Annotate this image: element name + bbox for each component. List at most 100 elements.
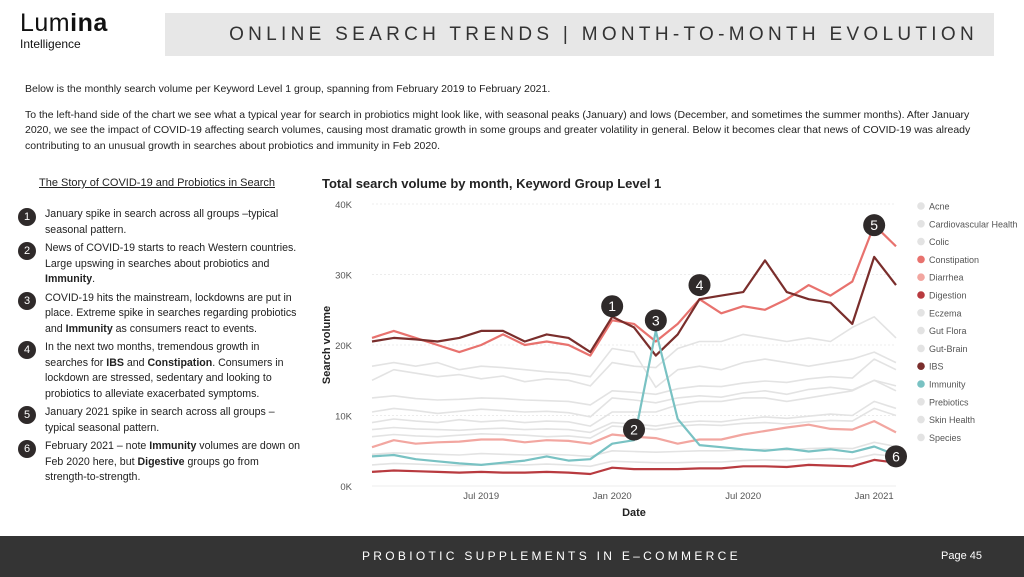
annotation-marker: 6 (885, 445, 907, 468)
legend-swatch (917, 362, 925, 370)
legend-item[interactable]: Constipation (917, 255, 979, 265)
annotation-marker-circle (623, 418, 645, 441)
annotation-marker-label: 5 (870, 217, 878, 233)
series-line-colic (371, 347, 897, 389)
story-item: 6 February 2021 – note Immunity volumes … (18, 439, 300, 486)
x-tick-label: Jul 2019 (463, 491, 499, 502)
annotation-marker-label: 6 (892, 448, 900, 464)
legend-item[interactable]: Species (917, 433, 962, 443)
story-text: February 2021 – note (45, 440, 150, 452)
legend-label: Digestion (929, 291, 967, 301)
legend-label: Gut Flora (929, 326, 967, 336)
y-tick-label: 20K (335, 341, 353, 352)
legend-item[interactable]: Gut-Brain (917, 344, 968, 354)
legend-swatch (917, 291, 925, 299)
annotation-marker-circle (644, 309, 667, 332)
story-number-badge: 1 (18, 208, 36, 226)
story-text: groups go from strength-to-strength. (45, 455, 259, 484)
legend-item[interactable]: Prebiotics (917, 397, 969, 407)
legend-swatch (917, 309, 925, 317)
series-line-eczema (371, 441, 897, 458)
story-text: and (123, 356, 148, 369)
story-item: 2 News of COVID-19 starts to reach Weste… (18, 241, 300, 288)
logo-text-part1: Lum (20, 9, 71, 37)
legend-swatch (917, 202, 925, 210)
chart-legend[interactable]: Acne Cardiovascular Health Colic Constipati… (917, 202, 1018, 443)
logo-wordmark: Lumina (20, 10, 108, 36)
legend-item[interactable]: Digestion (917, 291, 967, 301)
x-tick-label: Jan 2021 (855, 491, 894, 502)
legend-swatch (917, 380, 925, 388)
legend-swatch (917, 237, 925, 246)
story-text: News of COVID-19 starts to reach Western… (45, 242, 297, 270)
x-axis-ticks: Jul 2019 Jan 2020 Jul 2020 Jan 2021 (463, 491, 894, 502)
story-item: 1 January spike in search across all gro… (18, 207, 300, 238)
story-number-badge: 6 (18, 440, 36, 458)
story-bold-text: Digestive (137, 455, 185, 468)
story-text: as consumers react to events. (112, 322, 257, 335)
story-item: 4 In the next two months, tremendous gro… (18, 340, 300, 402)
annotation-marker: 4 (688, 274, 711, 297)
y-axis-label: Search volume (321, 306, 333, 384)
story-text: . Consumers in lockdown are stressed, se… (45, 356, 284, 400)
intro-paragraph-1: Below is the monthly search volume per K… (25, 83, 551, 95)
annotation-marker-circle (601, 295, 624, 318)
legend-item[interactable]: Skin Health (917, 415, 975, 425)
legend-label: Species (929, 433, 962, 443)
legend-swatch (917, 273, 925, 281)
y-axis-ticks: 0K 10K 20K 30K 40K (335, 200, 353, 493)
legend-item[interactable]: Gut Flora (917, 326, 967, 336)
legend-item[interactable]: IBS (917, 362, 944, 372)
series-line-cardiovascular-health (371, 379, 897, 427)
story-number-badge: 2 (18, 242, 36, 260)
page-title: ONLINE SEARCH TRENDS | MONTH-TO-MONTH EV… (229, 24, 978, 45)
annotation-marker-circle (863, 214, 886, 237)
legend-item[interactable]: Diarrhea (917, 273, 964, 283)
annotation-marker: 2 (623, 418, 645, 441)
story-number-badge: 3 (18, 291, 36, 310)
series-line-digestion (371, 458, 897, 476)
annotation-marker: 5 (863, 214, 886, 237)
header-bar: ONLINE SEARCH TRENDS | MONTH-TO-MONTH EV… (165, 13, 994, 56)
story-bold-text: Immunity (149, 440, 197, 452)
intro-text: Below is the monthly search volume per K… (25, 82, 990, 164)
legend-swatch (917, 344, 925, 353)
legend-label: Colic (929, 237, 950, 247)
intro-paragraph-2: To the left-hand side of the chart we se… (25, 108, 971, 152)
legend-item[interactable]: Immunity (917, 380, 966, 390)
annotation-marker-label: 1 (608, 298, 616, 314)
y-tick-label: 40K (335, 200, 353, 211)
legend-item[interactable]: Colic (917, 237, 950, 247)
chart-title: Total search volume by month, Keyword Gr… (322, 176, 662, 191)
series-line-constipation (371, 223, 897, 357)
legend-label: IBS (929, 362, 944, 372)
legend-label: Gut-Brain (929, 344, 968, 354)
y-tick-label: 0K (340, 482, 352, 493)
legend-item[interactable]: Eczema (917, 308, 962, 318)
chart-series (371, 223, 897, 476)
story-item: 3 COVID-19 hits the mainstream, lockdown… (18, 291, 300, 338)
story-text: January spike in search across all group… (45, 208, 279, 236)
story-text: . (92, 273, 96, 285)
x-tick-label: Jan 2020 (593, 491, 632, 502)
footer-title: PROBIOTIC SUPPLEMENTS IN E–COMMERCE (362, 549, 741, 563)
page-number: Page 45 (941, 550, 982, 562)
logo-text-part2: ina (70, 9, 108, 37)
annotation-marker-label: 2 (630, 422, 638, 438)
legend-swatch (917, 326, 925, 335)
annotation-marker-label: 4 (696, 277, 704, 293)
story-text: January 2021 spike in search across all … (45, 406, 275, 434)
story-bold-text: Immunity (45, 273, 93, 285)
legend-label: Acne (929, 202, 950, 212)
story-bold-text: Constipation (147, 356, 213, 369)
series-line-ibs (371, 255, 897, 357)
annotation-marker: 3 (644, 309, 667, 332)
legend-item[interactable]: Acne (917, 202, 950, 212)
legend-swatch (917, 398, 925, 406)
y-tick-label: 10K (335, 412, 353, 423)
legend-swatch (917, 433, 925, 442)
legend-swatch (917, 220, 925, 228)
legend-item[interactable]: Cardiovascular Health (917, 219, 1018, 229)
y-tick-label: 30K (335, 271, 353, 282)
story-text: volumes are down on Feb 2020 here, but (45, 440, 300, 468)
